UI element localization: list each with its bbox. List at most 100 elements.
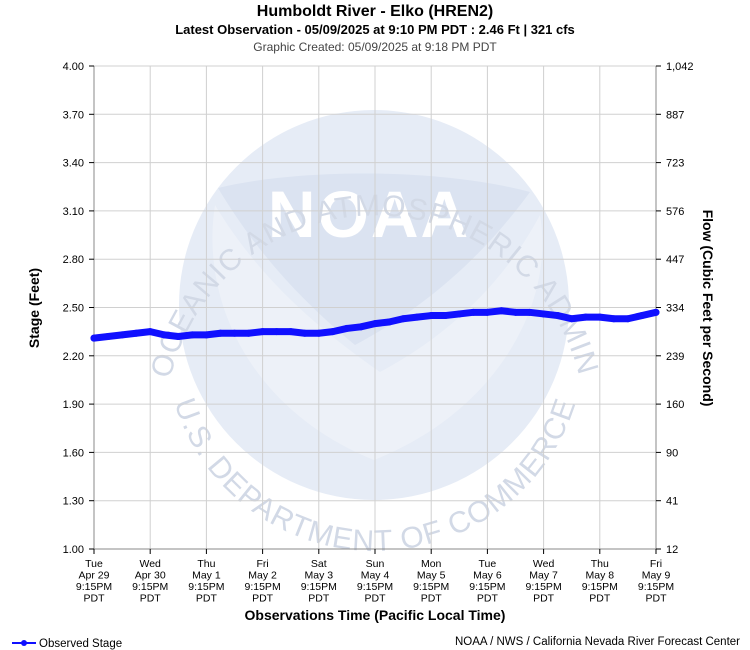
data-point [287,328,295,336]
x-tick-label: 9:15PM [245,581,281,593]
data-point [582,313,590,321]
y2-tick-label: 160 [666,399,684,411]
x-tick-label: PDT [140,593,162,605]
y2-tick-label: 41 [666,496,678,508]
x-tick-label: 9:15PM [76,581,112,593]
x-tick-label: PDT [533,593,555,605]
noaa-logo-text: NOAA [268,177,470,251]
x-tick-label: May 3 [305,570,334,582]
data-point [216,329,224,337]
y-tick-label: 1.90 [63,399,84,411]
x-tick-label: May 4 [361,570,390,582]
data-point [329,328,337,336]
x-tick-label: May 5 [417,570,446,582]
footer-credit: NOAA / NWS / California Nevada River For… [455,636,740,648]
x-axis-label: Observations Time (Pacific Local Time) [245,607,506,623]
y-tick-label: 3.70 [63,109,84,121]
data-point [132,329,140,337]
data-point [610,315,618,323]
x-tick-label: 9:15PM [638,581,674,593]
x-tick-label: May 2 [248,570,277,582]
x-tick-label: PDT [421,593,443,605]
x-tick-label: Thu [591,558,609,570]
x-tick-label: Sat [311,558,327,570]
data-point [231,329,238,337]
data-point [497,307,505,315]
grid-lines [93,65,657,550]
y2-tick-label: 334 [666,303,684,315]
x-tick-label: PDT [589,593,611,605]
legend-marker-swatch [21,640,27,646]
data-point [540,310,548,318]
y2-tick-label: 12 [666,544,678,556]
x-tick-label: PDT [308,593,330,605]
x-tick-label: Tue [85,558,103,570]
x-tick-label: PDT [84,593,106,605]
y-tick-label: 2.50 [63,303,84,315]
data-point [512,308,519,316]
data-point [554,312,562,320]
y-tick-label: 2.20 [63,351,84,363]
x-tick-label: PDT [196,593,218,605]
y2-tick-label: 90 [666,447,678,459]
data-point [301,329,309,337]
y-tick-label: 1.00 [63,544,84,556]
noaa-watermark: NOAA NATIONAL OCEANIC AND ATMOSPHERIC AD… [0,0,603,558]
y2-tick-label: 1,042 [666,61,694,73]
data-point [118,331,126,339]
y-tick-label: 1.30 [63,496,84,508]
data-point [624,315,632,323]
legend-label: Observed Stage [39,638,122,650]
x-tick-label: Mon [421,558,442,570]
y2-tick-label: 447 [666,254,684,266]
chart-subtitle: Latest Observation - 05/09/2025 at 9:10 … [175,22,575,37]
y-axis-right-ticks: 12 41 90 160 239 334 447 576 723 887 1,042 [656,61,694,556]
data-point [259,328,267,336]
data-point [273,328,281,336]
data-point [399,315,407,323]
data-point [526,308,534,316]
data-point [357,323,365,331]
data-point [483,308,491,316]
x-tick-label: PDT [252,593,274,605]
legend: Observed Stage [12,638,122,650]
chart-title: Humboldt River - Elko (HREN2) [257,3,493,20]
y-tick-label: 2.80 [63,254,84,266]
y2-tick-label: 887 [666,109,684,121]
x-tick-label: May 1 [192,570,221,582]
x-tick-label: May 8 [586,570,615,582]
x-tick-label: May 9 [642,570,671,582]
x-tick-label: 9:15PM [469,581,505,593]
data-point [146,328,154,336]
data-point [188,331,196,339]
x-tick-label: PDT [646,593,668,605]
x-tick-label: Fri [256,558,268,570]
x-tick-label: Thu [197,558,215,570]
x-tick-label: May 6 [473,570,502,582]
x-tick-label: 9:15PM [188,581,224,593]
data-point [469,308,477,316]
x-tick-label: 9:15PM [301,581,337,593]
data-point [441,312,449,320]
y2-tick-label: 723 [666,158,684,170]
data-point [385,318,393,326]
data-point [596,313,604,321]
x-tick-label: Wed [533,558,555,570]
y-axis-label: Stage (Feet) [26,268,42,348]
series-observed-stage [90,307,660,342]
data-point [413,313,421,321]
x-tick-label: 9:15PM [357,581,393,593]
x-tick-label: 9:15PM [413,581,449,593]
x-tick-label: Tue [479,558,497,570]
y2-axis-label: Flow (Cubic Feet per Second) [700,210,716,407]
x-tick-label: 9:15PM [132,581,168,593]
data-point [638,312,646,320]
x-tick-label: 9:15PM [526,581,562,593]
data-point [315,329,323,337]
y2-tick-label: 576 [666,206,684,218]
x-tick-label: Apr 29 [79,570,110,582]
graphic-created-label: Graphic Created: 05/09/2025 at 9:18 PM P… [253,40,497,54]
data-point [104,332,112,340]
